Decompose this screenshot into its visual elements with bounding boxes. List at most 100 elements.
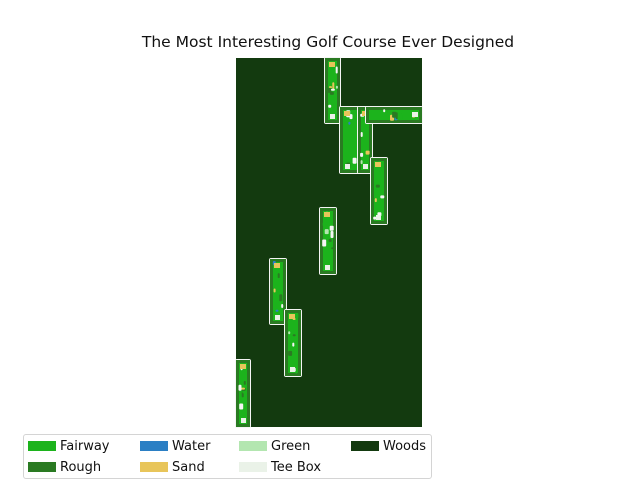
hazard-outline xyxy=(239,403,244,410)
fairway-patch xyxy=(277,282,281,288)
tee-box xyxy=(324,212,330,217)
water-swatch-icon xyxy=(140,440,168,451)
hazard-outline xyxy=(352,157,357,164)
rough-patch xyxy=(375,184,380,188)
green-pin-area xyxy=(275,315,280,320)
green-pin-area xyxy=(325,265,330,270)
legend-label-sand: Sand xyxy=(172,460,205,475)
hole-9 xyxy=(235,359,251,428)
hazard-outline xyxy=(360,132,363,137)
hazard-outline xyxy=(281,304,284,308)
legend-label-water: Water xyxy=(172,439,211,454)
tee-box xyxy=(329,62,335,67)
hazard-outline xyxy=(349,114,353,120)
hazard-outline xyxy=(380,195,385,199)
water-hazard xyxy=(275,309,279,312)
fairway-patch xyxy=(322,222,327,227)
hole-8 xyxy=(284,309,302,377)
green-patch xyxy=(288,331,291,335)
sand-swatch-icon xyxy=(140,461,168,472)
rough-patch xyxy=(327,87,332,93)
fairway-patch xyxy=(294,313,299,319)
legend: Fairway Rough Water Sand Green Tee Box W… xyxy=(23,434,432,479)
legend-item-sand: Sand xyxy=(140,460,205,476)
legend-item-fairway: Fairway xyxy=(28,439,110,455)
green-pin-area xyxy=(363,164,368,169)
tee-box-swatch-icon xyxy=(239,461,267,472)
sand-bunker xyxy=(329,86,332,89)
fairway-patch xyxy=(326,217,331,221)
legend-item-tee-box: Tee Box xyxy=(239,460,321,476)
sand-bunker xyxy=(365,150,370,155)
tee-box xyxy=(240,364,246,369)
fairway-area xyxy=(273,262,283,321)
fairway-swatch-icon xyxy=(28,440,56,451)
hazard-outline xyxy=(330,231,334,238)
fairway-patch xyxy=(295,371,298,374)
legend-item-green: Green xyxy=(239,439,310,455)
water-hazard xyxy=(348,121,351,125)
legend-label-fairway: Fairway xyxy=(60,439,110,454)
fairway-area xyxy=(374,161,384,221)
figure-title: The Most Interesting Golf Course Ever De… xyxy=(141,33,515,51)
legend-label-green: Green xyxy=(271,439,311,454)
fairway-area xyxy=(361,110,369,170)
rough-patch xyxy=(279,294,283,302)
hazard-outline xyxy=(330,88,335,91)
hazard-outline xyxy=(383,109,386,113)
woods-swatch-icon xyxy=(351,440,379,451)
hole-7 xyxy=(269,258,287,325)
sand-bunker xyxy=(241,387,245,390)
fairway-patch xyxy=(379,170,383,173)
fairway-patch xyxy=(374,189,378,192)
hole-6 xyxy=(319,207,337,275)
green-pin-area xyxy=(345,164,350,169)
hazard-outline xyxy=(292,342,295,347)
fairway-patch xyxy=(287,320,290,325)
green-pin-area xyxy=(376,215,381,220)
green-patch xyxy=(360,160,363,165)
hazard-outline xyxy=(335,66,338,74)
legend-item-rough: Rough xyxy=(28,460,101,476)
rough-patch xyxy=(395,112,398,120)
sand-bunker xyxy=(332,82,335,90)
hole-5 xyxy=(370,157,388,225)
tee-box xyxy=(344,111,350,116)
hazard-outline xyxy=(329,225,334,231)
fairway-patch xyxy=(402,115,406,120)
hazard-outline xyxy=(360,152,364,157)
green-pin-area xyxy=(290,367,295,372)
rough-swatch-icon xyxy=(28,461,56,472)
hazard-outline xyxy=(328,104,332,108)
sand-bunker xyxy=(374,198,377,203)
tee-box xyxy=(375,162,381,167)
tee-box xyxy=(274,263,280,268)
hole-1 xyxy=(324,57,341,124)
hazard-outline xyxy=(373,216,377,220)
fairway-patch xyxy=(352,134,355,142)
fairway-patch xyxy=(399,113,403,121)
rough-patch xyxy=(243,380,246,385)
legend-label-woods: Woods xyxy=(383,439,427,454)
legend-item-water: Water xyxy=(140,439,210,455)
fairway-area xyxy=(323,211,333,271)
hazard-outline xyxy=(322,239,327,247)
rough-patch xyxy=(328,239,332,242)
rough-patch xyxy=(331,247,334,250)
rough-patch xyxy=(329,91,334,95)
green-patch xyxy=(335,85,338,89)
rough-patch xyxy=(392,111,397,118)
tee-box xyxy=(412,112,418,117)
green-pin-area xyxy=(241,418,246,423)
green-swatch-icon xyxy=(239,440,267,451)
legend-item-woods: Woods xyxy=(351,439,426,455)
legend-label-tee-box: Tee Box xyxy=(271,460,322,475)
holes-layer xyxy=(235,57,423,428)
legend-label-rough: Rough xyxy=(60,460,102,475)
fairway-patch xyxy=(345,136,349,138)
green-patch xyxy=(324,229,329,235)
rough-patch xyxy=(288,350,293,356)
tee-box xyxy=(289,314,295,319)
